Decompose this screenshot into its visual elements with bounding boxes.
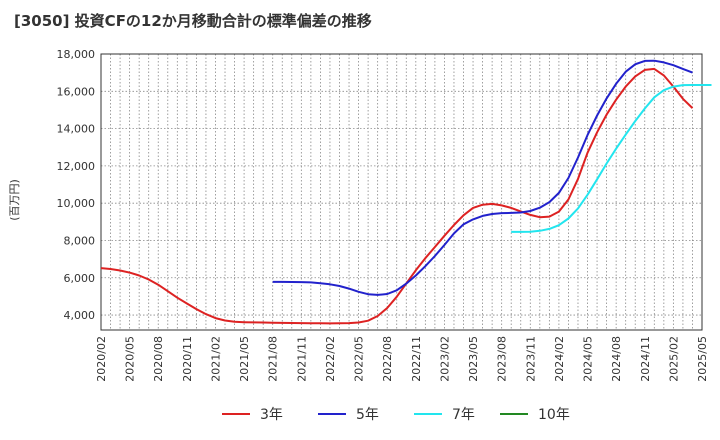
- x-tick-label: 2021/02: [209, 336, 222, 382]
- y-tick-label: 14,000: [57, 123, 96, 136]
- legend-swatch: [500, 413, 528, 415]
- chart-title: [3050] 投資CFの12か月移動合計の標準偏差の推移: [14, 12, 372, 30]
- legend-label: 5年: [356, 407, 379, 423]
- grid: [101, 53, 702, 330]
- legend-item: 5年: [318, 404, 379, 424]
- series-lines: [100, 59, 712, 325]
- x-tick-label: 2020/05: [124, 336, 137, 382]
- x-tick-label: 2020/02: [95, 336, 108, 382]
- series-line-7年: [511, 84, 712, 233]
- legend-item: 10年: [500, 404, 570, 424]
- legend-label: 7年: [452, 407, 475, 423]
- x-tick-label: 2022/05: [353, 336, 366, 382]
- legend-label: 10年: [538, 407, 570, 423]
- series-line-3年: [100, 67, 694, 325]
- x-tick-label: 2023/08: [496, 336, 509, 382]
- x-tick-label: 2024/05: [582, 336, 595, 382]
- legend-swatch: [318, 413, 346, 415]
- y-tick-label: 18,000: [57, 48, 96, 61]
- y-tick-label: 8,000: [64, 234, 96, 247]
- y-tick-label: 12,000: [57, 160, 96, 173]
- x-tick-label: 2024/08: [610, 336, 623, 382]
- x-axis: 2020/02 2020/05 2020/08 2020/11 2021/02 2021/…: [95, 336, 709, 382]
- x-tick-label: 2021/11: [295, 336, 308, 382]
- y-axis-label: (百万円): [8, 179, 21, 221]
- y-tick-label: 16,000: [57, 85, 96, 98]
- x-tick-label: 2025/02: [667, 336, 680, 382]
- x-tick-label: 2022/08: [381, 336, 394, 382]
- x-tick-label: 2024/02: [553, 336, 566, 382]
- y-axis: 4,000 6,000 8,000 10,000 12,000 14,000 16,000 1…: [57, 48, 96, 322]
- x-tick-label: 2021/05: [238, 336, 251, 382]
- x-tick-label: 2022/11: [410, 336, 423, 382]
- series-line-5年: [272, 59, 693, 296]
- legend-swatch: [414, 413, 442, 415]
- x-tick-label: 2023/02: [438, 336, 451, 382]
- legend-swatch: [222, 413, 250, 415]
- legend-item: 7年: [414, 404, 475, 424]
- x-tick-label: 2020/08: [152, 336, 165, 382]
- y-tick-label: 10,000: [57, 197, 96, 210]
- x-tick-label: 2020/11: [181, 336, 194, 382]
- plot-frame: [100, 53, 703, 331]
- x-tick-label: 2024/11: [639, 336, 652, 382]
- legend-label: 3年: [260, 407, 283, 423]
- x-tick-label: 2023/11: [524, 336, 537, 382]
- x-tick-label: 2022/02: [324, 336, 337, 382]
- y-tick-label: 6,000: [64, 272, 96, 285]
- x-tick-label: 2021/08: [267, 336, 280, 382]
- x-tick-label: 2023/05: [467, 336, 480, 382]
- y-tick-label: 4,000: [64, 309, 96, 322]
- legend-item: 3年: [222, 404, 283, 424]
- x-tick-label: 2025/05: [696, 336, 709, 382]
- legend: 3年 5年 7年 10年: [0, 404, 720, 426]
